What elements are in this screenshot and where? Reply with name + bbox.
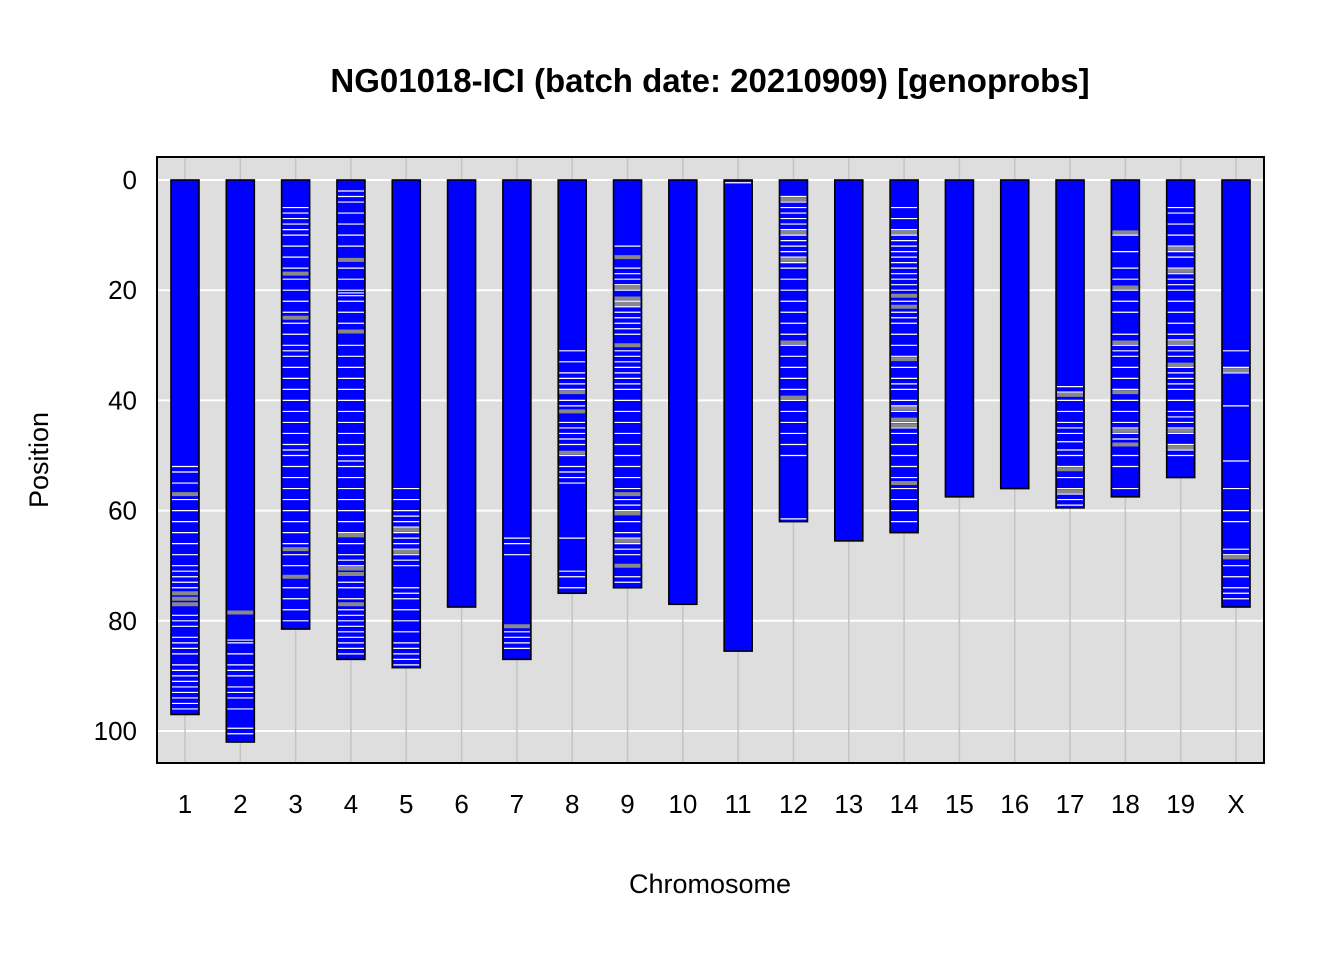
chromosome-10	[668, 179, 698, 606]
y-tick-label: 40	[108, 385, 137, 415]
chromosome-bar	[945, 180, 974, 497]
chromosome-2	[225, 179, 256, 743]
chromosome-outline	[502, 179, 532, 661]
x-tick-label: 9	[620, 789, 634, 819]
chromosome-5	[391, 179, 422, 669]
chromosome-8	[557, 179, 588, 595]
x-tick-label: 10	[668, 789, 697, 819]
chromosome-11	[723, 179, 753, 652]
chromosome-bar	[392, 180, 421, 668]
y-axis-label: Position	[24, 412, 54, 508]
chromosome-bar	[226, 180, 255, 743]
chromosome-outline	[1110, 179, 1141, 498]
chromosome-outline	[1221, 179, 1251, 608]
y-tick-label: 80	[108, 606, 137, 636]
chromosome-outline	[1165, 179, 1196, 479]
chromosome-7	[502, 179, 532, 661]
x-tick-label: 13	[834, 789, 863, 819]
chromosome-bar	[1056, 180, 1085, 508]
chromosome-bar	[724, 180, 753, 652]
x-tick-label: 2	[233, 789, 247, 819]
chromosome-outline	[889, 179, 919, 534]
y-tick-label: 100	[94, 716, 137, 746]
chromosome-17	[1055, 179, 1085, 509]
chromosome-16	[999, 179, 1030, 490]
x-tick-label: 1	[178, 789, 192, 819]
x-tick-label: 18	[1111, 789, 1140, 819]
chromosome-outline	[668, 179, 698, 606]
chromosome-3	[280, 179, 311, 630]
chromosome-outline	[778, 179, 809, 523]
x-tick-label: 19	[1166, 789, 1195, 819]
chromosome-outline	[999, 179, 1030, 490]
chromosome-bar	[1000, 180, 1029, 489]
y-axis-ticks: 0 20 40 60 80 100	[94, 165, 137, 746]
chromosome-bar	[779, 180, 808, 522]
panel-background	[157, 157, 1264, 763]
x-tick-label: 12	[779, 789, 808, 819]
chromosome-12	[778, 179, 809, 523]
chromosome-6	[446, 179, 477, 608]
chromosome-bar	[668, 180, 697, 605]
chromosome-bar	[834, 180, 863, 541]
chromosome-1	[170, 179, 200, 716]
chromosome-bar	[558, 180, 587, 594]
x-tick-label: 4	[344, 789, 358, 819]
x-axis-label: Chromosome	[629, 869, 791, 899]
chromosome-4	[336, 179, 366, 661]
chromosome-9	[612, 179, 643, 589]
x-tick-label: 8	[565, 789, 579, 819]
chromosome-X	[1221, 179, 1251, 608]
chromosome-outline	[170, 179, 200, 716]
chromosome-15	[944, 179, 975, 498]
chromosome-19	[1165, 179, 1196, 479]
chromosome-outline	[225, 179, 256, 743]
y-tick-label: 20	[108, 275, 137, 305]
y-tick-label: 0	[123, 165, 137, 195]
chromosome-bar	[171, 180, 199, 715]
chromosome-outline	[336, 179, 366, 661]
chromosome-bar	[1222, 180, 1250, 608]
x-tick-label: 11	[725, 789, 752, 819]
chart-title: NG01018-ICI (batch date: 20210909) [geno…	[330, 62, 1089, 99]
x-axis-ticks: 1 2 3 4 5 6 7 8 9 10 11 12 13 14 15 16 17 18 19 X	[178, 789, 1245, 819]
x-tick-label: 14	[890, 789, 919, 819]
x-tick-label: 5	[399, 789, 413, 819]
x-tick-label: X	[1227, 789, 1244, 819]
x-tick-label: 7	[510, 789, 524, 819]
chromosome-outline	[612, 179, 643, 589]
chromosome-bar	[447, 180, 476, 608]
panel-border	[156, 156, 1265, 764]
chromosome-outline	[833, 179, 864, 542]
x-tick-label: 3	[288, 789, 302, 819]
chromosome-bar	[1111, 180, 1140, 497]
chromosome-outline	[446, 179, 477, 608]
chromosome-outline	[723, 179, 753, 652]
x-tick-label: 6	[454, 789, 468, 819]
y-tick-label: 60	[108, 496, 137, 526]
chromosome-bars	[170, 179, 1251, 743]
x-tick-label: 16	[1000, 789, 1029, 819]
plot-panel	[157, 157, 1264, 763]
chromosome-outline	[280, 179, 311, 630]
chromosome-outline	[1055, 179, 1085, 509]
x-tick-label: 17	[1056, 789, 1085, 819]
x-tick-label: 15	[945, 789, 974, 819]
chromosome-bar	[502, 180, 531, 660]
chromosome-outline	[391, 179, 422, 669]
chromosome-outline	[557, 179, 588, 595]
chromosome-bar	[281, 180, 310, 630]
chromosome-outline	[944, 179, 975, 498]
chromosome-13	[833, 179, 864, 542]
chromosome-14	[889, 179, 919, 534]
chromosome-18	[1110, 179, 1141, 498]
